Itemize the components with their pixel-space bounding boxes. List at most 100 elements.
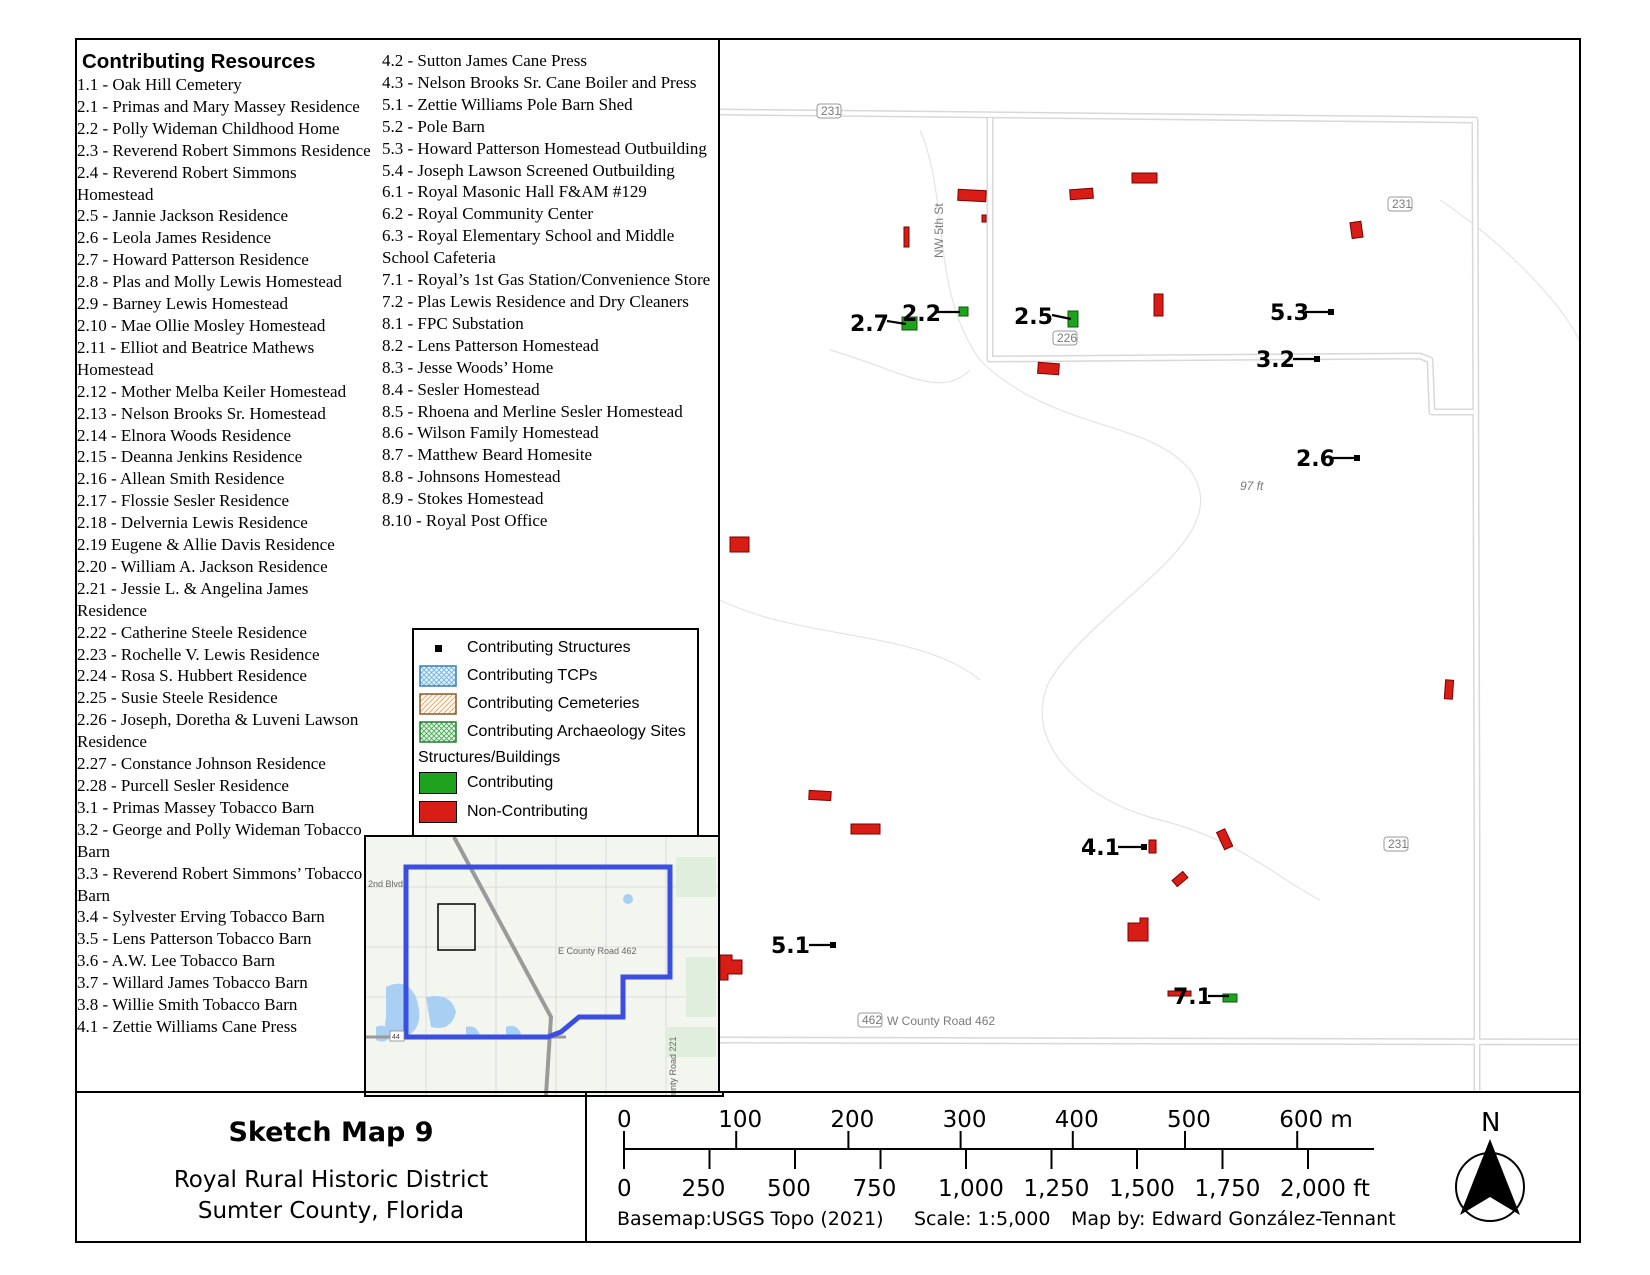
map-legend: Contributing Structures Contributing TCP… [412,628,699,838]
resource-list-item: 2.28 - Purcell Sesler Residence [77,776,289,795]
resource-list-item: 3.2 - George and Polly Wideman Tobacco B… [77,819,362,861]
resource-list-item: 2.15 - Deanna Jenkins Residence [77,447,303,467]
locator-inset-map: 2nd Blvd E County Road 462 unty Road 221… [364,835,724,1097]
shield-226: 226 [1057,331,1077,345]
building-nc [1037,361,1060,376]
road-shields: 231 231 231 226 462 [816,103,1413,1028]
title-block: Sketch Map 9 Royal Rural Historic Distri… [75,1091,587,1243]
main-map: 231 231 231 226 462 NW 5th St W County R… [718,38,1581,1093]
scale-foot-label: 500 [767,1176,811,1202]
north-arrow-icon: N [1455,1108,1525,1222]
resource-list-item: 2.13 - Nelson Brooks Sr. Homestead [77,403,326,423]
resource-list-item: 2.6 - Leola James Residence [77,228,272,248]
building-nc [1153,293,1164,317]
resource-list-item: 8.1 - FPC Substation [382,313,524,333]
archaeology-hatch-swatch [419,721,457,743]
resource-list-item: 4.3 - Nelson Brooks Sr. Cane Boiler and … [382,72,697,92]
noncontributing-swatch [419,801,457,823]
resources-column-1: Contributing Resources 1.1 - Oak Hill Ce… [77,50,377,1038]
scale-foot-label: 0 [617,1176,632,1202]
label-leaders [809,310,1356,998]
inset-road-label-cr221: unty Road 221 [668,1036,678,1095]
basemap-credit: Basemap:USGS Topo (2021) [617,1208,884,1230]
resource-list-item: 8.5 - Rhoena and Merline Sesler Homestea… [382,401,683,421]
building-nc [808,789,832,802]
resource-list-item: 2.24 - Rosa S. Hubbert Residence [77,666,307,686]
resource-list-item: 8.6 - Wilson Family Homestead [382,423,599,443]
scale-foot-label: 250 [682,1176,726,1202]
resource-list-item: 2.9 - Barney Lewis Homestead [77,294,289,314]
site-label: 5.3 [1270,301,1309,326]
scale-foot-label: 1,000 [938,1176,1004,1202]
resource-list-item: 3.8 - Willie Smith Tobacco Barn [77,995,298,1015]
north-letter: N [1481,1108,1500,1138]
inset-highway-shield: 44 [392,1034,400,1041]
scale-foot-label: 1,750 [1195,1176,1261,1202]
scale-meter-label: 500 [1167,1107,1211,1133]
noncontributing-buildings [720,172,1455,997]
scale-meter-label: 300 [943,1107,987,1133]
resource-list-item: 8.7 - Matthew Beard Homesite [382,445,593,465]
map-title: Sketch Map 9 [228,1117,434,1148]
resource-list-item: 2.4 - Reverend Robert Simmons Homestead [77,162,297,204]
resource-list-item: 3.5 - Lens Patterson Tobacco Barn [77,929,312,949]
resource-list-item: 5.4 - Joseph Lawson Screened Outbuilding [382,160,675,180]
structure-point [1328,309,1334,315]
building-nc [1171,870,1189,888]
resource-list-item: 2.18 - Delvernia Lewis Residence [77,513,308,533]
legend-row-noncontributing: Non-Contributing [419,800,588,824]
scale-meter-label: 600 m [1279,1107,1353,1133]
resource-list-item: 5.3 - Howard Patterson Homestead Outbuil… [382,138,707,158]
shield-231-north: 231 [821,104,841,118]
resource-list-item: 2.26 - Joseph, Doretha & Luveni Lawson R… [77,710,359,752]
legend-label-archaeology: Contributing Archaeology Sites [467,723,686,740]
resources-column-2: 4.2 - Sutton James Cane Press 4.3 - Nelso… [382,50,717,532]
resource-list-item: 2.5 - Jannie Jackson Residence [77,206,289,226]
scale-bar-graphic: 0 100 200 300 400 500 600 m 0 250 500 750 1,000 1,2… [617,1107,1525,1230]
resource-list-item: 2.20 - William A. Jackson Residence [77,556,328,576]
cemetery-hatch-swatch [419,693,457,715]
resource-list-item: 6.1 - Royal Masonic Hall F&AM #129 [382,182,647,202]
inset-map-graphic: 2nd Blvd E County Road 462 unty Road 221… [366,837,722,1095]
building-nc [729,536,750,553]
resource-list-item: 8.9 - Stokes Homestead [382,489,544,509]
scale-meter-label: 0 [617,1107,632,1133]
scale-foot-label: 750 [853,1176,897,1202]
structure-point [1314,356,1320,362]
scale-meter-labels: 0 100 200 300 400 500 600 m [617,1107,1353,1133]
resource-list-item: 2.22 - Catherine Steele Residence [77,622,307,642]
shield-231-south: 231 [1388,837,1408,851]
resource-list-item: 6.3 - Royal Elementary School and Middle… [382,226,675,268]
resource-list-item: 8.4 - Sesler Homestead [382,379,540,399]
legend-label-section: Structures/Buildings [418,749,561,766]
building-nc [1131,172,1158,184]
resource-list-item: 2.25 - Susie Steele Residence [77,688,278,708]
scale-meter-label: 200 [830,1107,874,1133]
inset-road-label-cr462: E County Road 462 [558,946,637,956]
inset-road-label-2nd-blvd: 2nd Blvd [368,879,403,889]
legend-section-heading: Structures/Buildings [418,746,560,770]
resource-list-item: 3.7 - Willard James Tobacco Barn [77,973,308,993]
resource-list-item: 6.2 - Royal Community Center [382,204,594,224]
building-nc [1148,839,1157,854]
elevation-label: 97 ft [1240,479,1264,493]
structure-point [1141,844,1147,850]
legend-row-structures: Contributing Structures [419,636,631,660]
legend-label-cemeteries: Contributing Cemeteries [467,695,640,712]
resource-list-item: 3.3 - Reverend Robert Simmons’ Tobacco B… [77,863,363,905]
resource-list-item: 7.2 - Plas Lewis Residence and Dry Clean… [382,291,689,311]
site-label: 2.7 [850,312,889,337]
map-author: Map by: Edward González-Tennant [1071,1208,1396,1230]
resource-list-item: 2.1 - Primas and Mary Massey Residence [77,96,360,116]
resource-list-item: 2.12 - Mother Melba Keiler Homestead [77,381,347,401]
street-label-cr-462: W County Road 462 [887,1014,995,1028]
structure-points [830,309,1360,948]
resource-list-item: 3.1 - Primas Massey Tobacco Barn [77,797,315,817]
tcp-hatch-swatch [419,665,457,687]
scale-foot-label: 2,000 ft [1280,1176,1370,1202]
site-label: 5.1 [771,934,810,959]
resource-list-item: 3.4 - Sylvester Erving Tobacco Barn [77,907,325,927]
resource-list-item: 3.6 - A.W. Lee Tobacco Barn [77,951,276,971]
resource-list-item: 8.2 - Lens Patterson Homestead [382,335,599,355]
site-label: 2.5 [1014,305,1053,330]
